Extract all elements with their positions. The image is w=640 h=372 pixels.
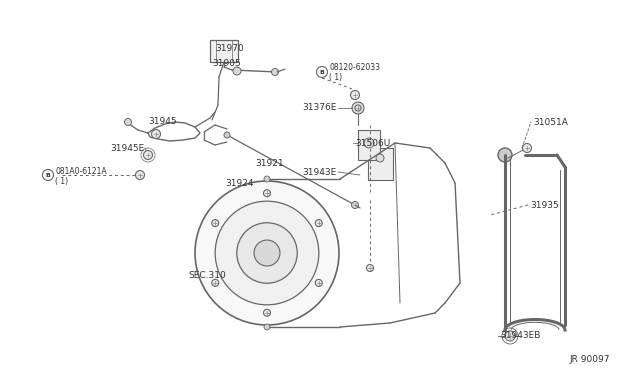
Circle shape: [316, 219, 323, 227]
Text: B: B: [319, 70, 324, 74]
Circle shape: [143, 151, 152, 160]
Circle shape: [212, 279, 219, 286]
Circle shape: [367, 264, 374, 272]
Circle shape: [224, 132, 230, 138]
Circle shape: [317, 67, 328, 77]
Circle shape: [498, 148, 512, 162]
Bar: [368, 148, 393, 180]
Circle shape: [351, 90, 360, 99]
Text: 31935: 31935: [530, 201, 559, 209]
Bar: [210, 40, 238, 62]
Text: B: B: [45, 173, 51, 177]
Text: 08120-62033: 08120-62033: [329, 62, 380, 71]
Text: JR 90097: JR 90097: [570, 356, 610, 365]
Bar: [358, 130, 380, 160]
Circle shape: [125, 119, 131, 125]
Text: 31943EB: 31943EB: [500, 331, 540, 340]
Circle shape: [212, 219, 219, 227]
Circle shape: [237, 223, 297, 283]
Text: ( 1): ( 1): [329, 73, 342, 81]
Circle shape: [352, 102, 364, 114]
Circle shape: [522, 144, 531, 153]
Text: 31051A: 31051A: [533, 118, 568, 126]
Text: 31970: 31970: [215, 44, 244, 52]
Text: 31943E: 31943E: [302, 167, 336, 176]
Text: 31905: 31905: [212, 58, 241, 67]
Text: 31945E: 31945E: [110, 144, 144, 153]
Text: 31924: 31924: [225, 179, 253, 187]
Text: 081A0-6121A: 081A0-6121A: [55, 167, 107, 176]
Circle shape: [233, 67, 241, 75]
Circle shape: [355, 105, 361, 111]
Circle shape: [264, 190, 271, 197]
Text: 31945: 31945: [148, 116, 177, 125]
Text: SEC.310: SEC.310: [188, 270, 226, 279]
Circle shape: [316, 279, 323, 286]
Text: 31506U: 31506U: [355, 138, 390, 148]
Circle shape: [152, 129, 161, 138]
Circle shape: [264, 309, 271, 316]
Text: 31376E: 31376E: [302, 103, 337, 112]
Circle shape: [351, 202, 358, 208]
Circle shape: [364, 138, 374, 148]
Circle shape: [215, 201, 319, 305]
Circle shape: [42, 170, 54, 180]
Circle shape: [376, 154, 384, 162]
Text: ( 1): ( 1): [55, 176, 68, 186]
Text: 31921: 31921: [255, 158, 284, 167]
Circle shape: [136, 170, 145, 180]
Circle shape: [264, 324, 270, 330]
Circle shape: [264, 176, 270, 182]
Circle shape: [271, 68, 278, 76]
Circle shape: [195, 181, 339, 325]
Circle shape: [254, 240, 280, 266]
Circle shape: [505, 331, 515, 341]
